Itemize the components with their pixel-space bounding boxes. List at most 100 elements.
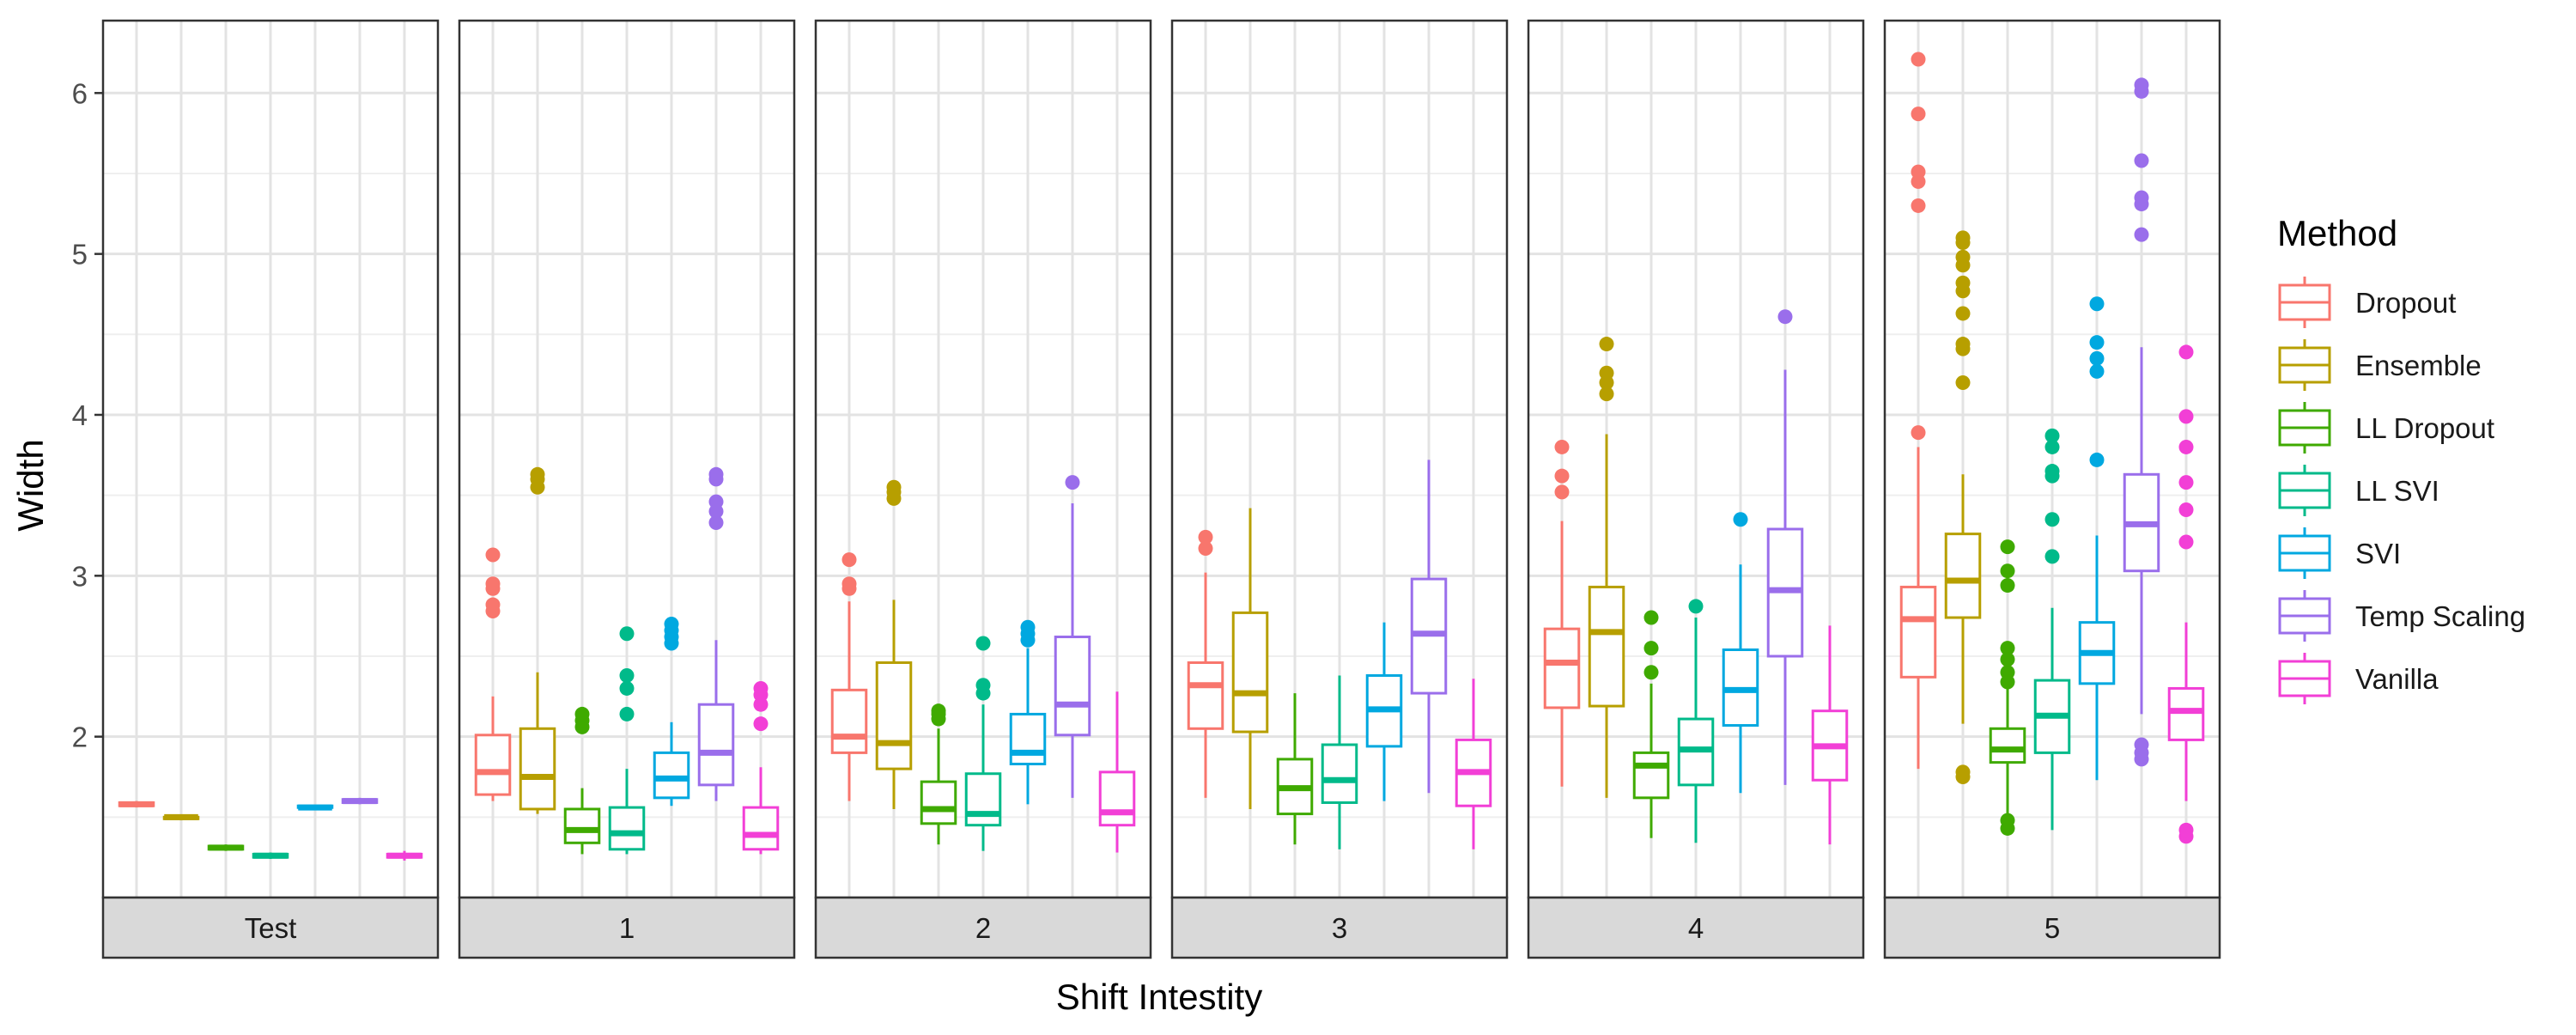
outlier-point bbox=[2000, 563, 2015, 579]
outlier-point bbox=[2134, 153, 2149, 168]
outlier-point bbox=[2178, 534, 2194, 550]
box-iqr bbox=[1009, 712, 1047, 766]
x-axis-title: Shift Intestity bbox=[1056, 977, 1262, 1017]
box-iqr bbox=[1187, 661, 1224, 730]
y-tick-label: 2 bbox=[72, 721, 88, 753]
box-iqr bbox=[1588, 585, 1625, 708]
box-ensemble bbox=[519, 466, 556, 814]
outlier-point bbox=[2089, 452, 2105, 467]
outlier-point bbox=[2134, 190, 2149, 205]
box-ll-svi bbox=[2033, 428, 2071, 831]
box-vanilla bbox=[2167, 344, 2205, 844]
outlier-point bbox=[2089, 363, 2105, 379]
legend-item-dropout: Dropout bbox=[2275, 273, 2456, 332]
y-axis-title: Width bbox=[10, 439, 51, 531]
outlier-point bbox=[753, 680, 769, 696]
box-ll-dropout bbox=[207, 844, 245, 851]
facet-strip bbox=[1170, 896, 1509, 959]
box-ensemble bbox=[875, 479, 913, 809]
outlier-point bbox=[1911, 164, 1926, 180]
box-iqr bbox=[563, 807, 601, 844]
box-svi bbox=[296, 804, 334, 811]
legend-label: LL Dropout bbox=[2355, 412, 2494, 444]
outlier-point bbox=[1911, 198, 1926, 213]
box-ll-dropout bbox=[1632, 610, 1670, 838]
box-iqr bbox=[1632, 751, 1670, 800]
outlier-point bbox=[1911, 52, 1926, 67]
box-svi bbox=[653, 617, 690, 807]
box-iqr bbox=[1944, 533, 1982, 619]
outlier-point bbox=[1198, 529, 1213, 545]
box-vanilla bbox=[1098, 691, 1136, 853]
facet-strip bbox=[101, 896, 440, 959]
box-temp-scaling bbox=[341, 797, 379, 805]
outlier-point bbox=[975, 678, 991, 693]
legend-title: Method bbox=[2277, 213, 2397, 253]
box-iqr bbox=[519, 727, 556, 811]
outlier-point bbox=[1554, 439, 1570, 454]
outlier-point bbox=[931, 703, 946, 719]
facet-strip-label: 4 bbox=[1688, 912, 1704, 944]
outlier-point bbox=[886, 479, 902, 495]
outlier-point bbox=[1955, 375, 1971, 391]
outlier-point bbox=[485, 576, 501, 592]
outlier-point bbox=[1955, 249, 1971, 265]
outlier-point bbox=[1733, 512, 1748, 527]
legend-label: SVI bbox=[2355, 538, 2401, 569]
box-dropout bbox=[118, 801, 155, 808]
facet-strip-label: Test bbox=[245, 912, 297, 944]
box-ensemble bbox=[1944, 230, 1982, 784]
legend-label: Temp Scaling bbox=[2355, 600, 2525, 632]
box-iqr bbox=[653, 751, 690, 800]
box-ll-dropout bbox=[1989, 539, 2026, 836]
box-ll-svi bbox=[964, 636, 1002, 851]
box-svi bbox=[1009, 619, 1047, 805]
outlier-point bbox=[1020, 619, 1036, 635]
outlier-point bbox=[841, 552, 857, 568]
legend-item-svi: SVI bbox=[2275, 524, 2401, 582]
y-tick-label: 6 bbox=[72, 77, 88, 109]
box-dropout bbox=[830, 552, 868, 801]
outlier-point bbox=[574, 706, 590, 721]
box-dropout bbox=[474, 547, 512, 801]
box-iqr bbox=[920, 780, 957, 825]
box-ll-svi bbox=[1677, 599, 1715, 843]
facet-panel-4: 4 bbox=[1527, 19, 1865, 959]
facet-panel-3: 3 bbox=[1170, 19, 1509, 959]
outlier-point bbox=[2134, 227, 2149, 242]
outlier-point bbox=[2044, 512, 2060, 527]
outlier-point bbox=[619, 680, 635, 696]
outlier-point bbox=[1554, 468, 1570, 484]
box-ll-dropout bbox=[920, 703, 957, 845]
box-ensemble bbox=[1231, 508, 1269, 809]
outlier-point bbox=[708, 514, 724, 530]
y-tick-label: 5 bbox=[72, 239, 88, 271]
outlier-point bbox=[1554, 484, 1570, 500]
outlier-point bbox=[975, 636, 991, 651]
box-dropout bbox=[1543, 439, 1581, 787]
outlier-point bbox=[1688, 599, 1704, 614]
outlier-point bbox=[2178, 502, 2194, 518]
facet-strip bbox=[814, 896, 1152, 959]
facet-panel-2: 2 bbox=[814, 19, 1152, 959]
box-iqr bbox=[697, 703, 735, 787]
outlier-point bbox=[2089, 335, 2105, 350]
outlier-point bbox=[2044, 439, 2060, 454]
box-iqr bbox=[875, 661, 913, 770]
box-temp-scaling bbox=[1410, 460, 1448, 794]
outlier-point bbox=[1643, 641, 1659, 656]
box-vanilla bbox=[386, 850, 423, 861]
legend: Method Dropout Ensemble LL Dropout LL SVI SV… bbox=[2275, 213, 2525, 708]
outlier-point bbox=[2089, 296, 2105, 312]
outlier-point bbox=[2044, 428, 2060, 443]
outlier-point bbox=[2000, 578, 2015, 594]
box-svi bbox=[1722, 512, 1759, 794]
legend-item-vanilla: Vanilla bbox=[2275, 649, 2439, 708]
outlier-point bbox=[2044, 549, 2060, 564]
outlier-point bbox=[2089, 350, 2105, 366]
legend-label: Dropout bbox=[2355, 287, 2456, 319]
y-tick-label: 4 bbox=[72, 399, 88, 431]
outlier-point bbox=[1065, 475, 1080, 490]
box-vanilla bbox=[1811, 625, 1849, 845]
